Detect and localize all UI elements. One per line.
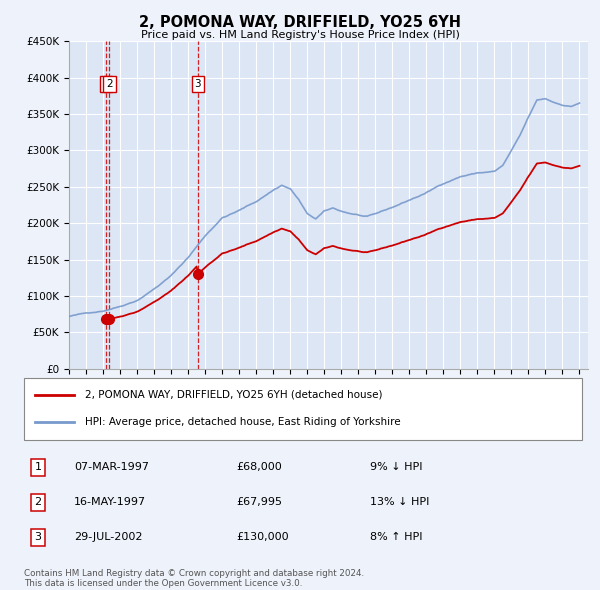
Text: £130,000: £130,000: [236, 532, 289, 542]
Text: 07-MAR-1997: 07-MAR-1997: [74, 462, 149, 472]
Text: 2: 2: [34, 497, 41, 507]
Text: 2: 2: [106, 79, 113, 89]
Text: 1: 1: [103, 79, 109, 89]
Text: 8% ↑ HPI: 8% ↑ HPI: [370, 532, 422, 542]
Text: 1: 1: [34, 462, 41, 472]
Text: 2, POMONA WAY, DRIFFIELD, YO25 6YH: 2, POMONA WAY, DRIFFIELD, YO25 6YH: [139, 15, 461, 30]
Text: 29-JUL-2002: 29-JUL-2002: [74, 532, 143, 542]
Text: £68,000: £68,000: [236, 462, 282, 472]
Text: 16-MAY-1997: 16-MAY-1997: [74, 497, 146, 507]
Text: 2, POMONA WAY, DRIFFIELD, YO25 6YH (detached house): 2, POMONA WAY, DRIFFIELD, YO25 6YH (deta…: [85, 390, 383, 400]
Text: 13% ↓ HPI: 13% ↓ HPI: [370, 497, 430, 507]
FancyBboxPatch shape: [24, 378, 582, 440]
Text: £67,995: £67,995: [236, 497, 282, 507]
Text: 3: 3: [34, 532, 41, 542]
Text: Price paid vs. HM Land Registry's House Price Index (HPI): Price paid vs. HM Land Registry's House …: [140, 30, 460, 40]
Text: 9% ↓ HPI: 9% ↓ HPI: [370, 462, 422, 472]
Text: 3: 3: [194, 79, 201, 89]
Text: HPI: Average price, detached house, East Riding of Yorkshire: HPI: Average price, detached house, East…: [85, 417, 401, 427]
Text: This data is licensed under the Open Government Licence v3.0.: This data is licensed under the Open Gov…: [24, 579, 302, 588]
Text: Contains HM Land Registry data © Crown copyright and database right 2024.: Contains HM Land Registry data © Crown c…: [24, 569, 364, 578]
